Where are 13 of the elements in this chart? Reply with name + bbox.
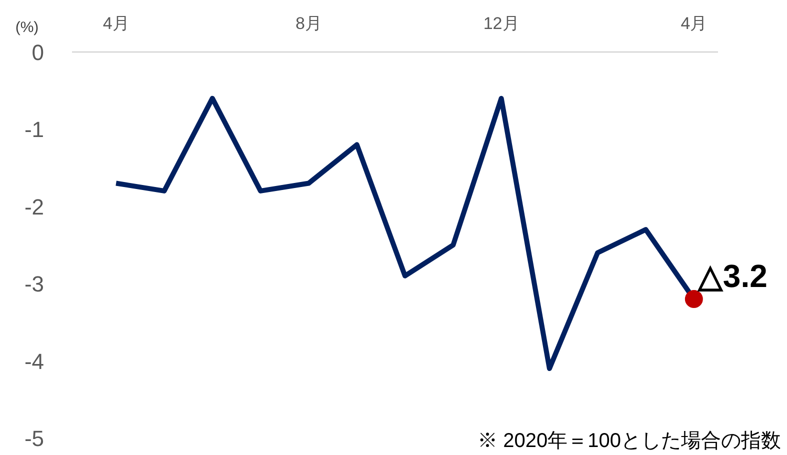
annotation: △3.2: [696, 258, 768, 294]
x-tick-label: 12月: [483, 14, 520, 33]
y-tick-label: -1: [24, 117, 44, 142]
x-tick-label: 4月: [680, 14, 708, 33]
y-tick-label: -2: [24, 194, 44, 220]
y-tick-label: -3: [24, 272, 44, 297]
x-tick-label: 8月: [295, 14, 322, 33]
annotation: ※ 2020年＝100とした場合の指数: [478, 430, 781, 452]
y-tick-label: -4: [24, 348, 44, 374]
x-tick-label: 4月: [102, 14, 130, 33]
y-tick-label: -5: [24, 426, 44, 451]
y-tick-label: 0: [32, 40, 44, 65]
y-axis-title: (%): [15, 19, 39, 36]
